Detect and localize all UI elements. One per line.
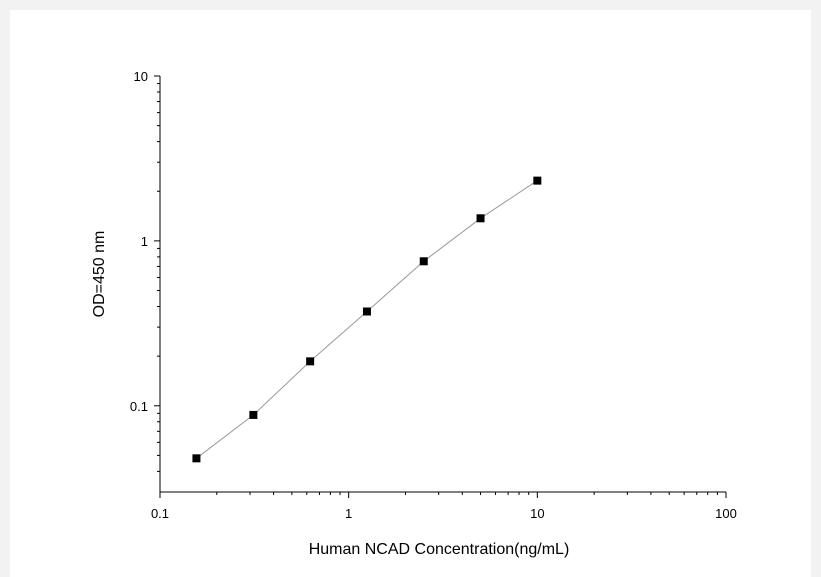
chart-frame	[10, 10, 811, 577]
y-axis-title: OD=450 nm	[91, 231, 108, 318]
y-tick-label: 0.1	[130, 399, 148, 414]
x-tick-label: 1	[345, 506, 352, 521]
data-point	[306, 357, 315, 366]
data-point	[533, 176, 542, 185]
data-point	[192, 454, 201, 463]
data-point	[249, 410, 258, 419]
x-axis-title: Human NCAD Concentration(ng/mL)	[309, 541, 570, 558]
data-point	[362, 307, 371, 316]
x-tick-label: 100	[715, 506, 737, 521]
plot-area: 0.1 1 10 100 0.1 1 10	[130, 69, 737, 521]
y-tick-label: 1	[141, 234, 148, 249]
x-tick-label: 10	[530, 506, 544, 521]
x-tick-label: 0.1	[151, 506, 169, 521]
y-tick-label: 10	[134, 69, 148, 84]
data-point	[476, 214, 485, 223]
series-line	[196, 180, 538, 459]
data-point	[419, 257, 428, 266]
